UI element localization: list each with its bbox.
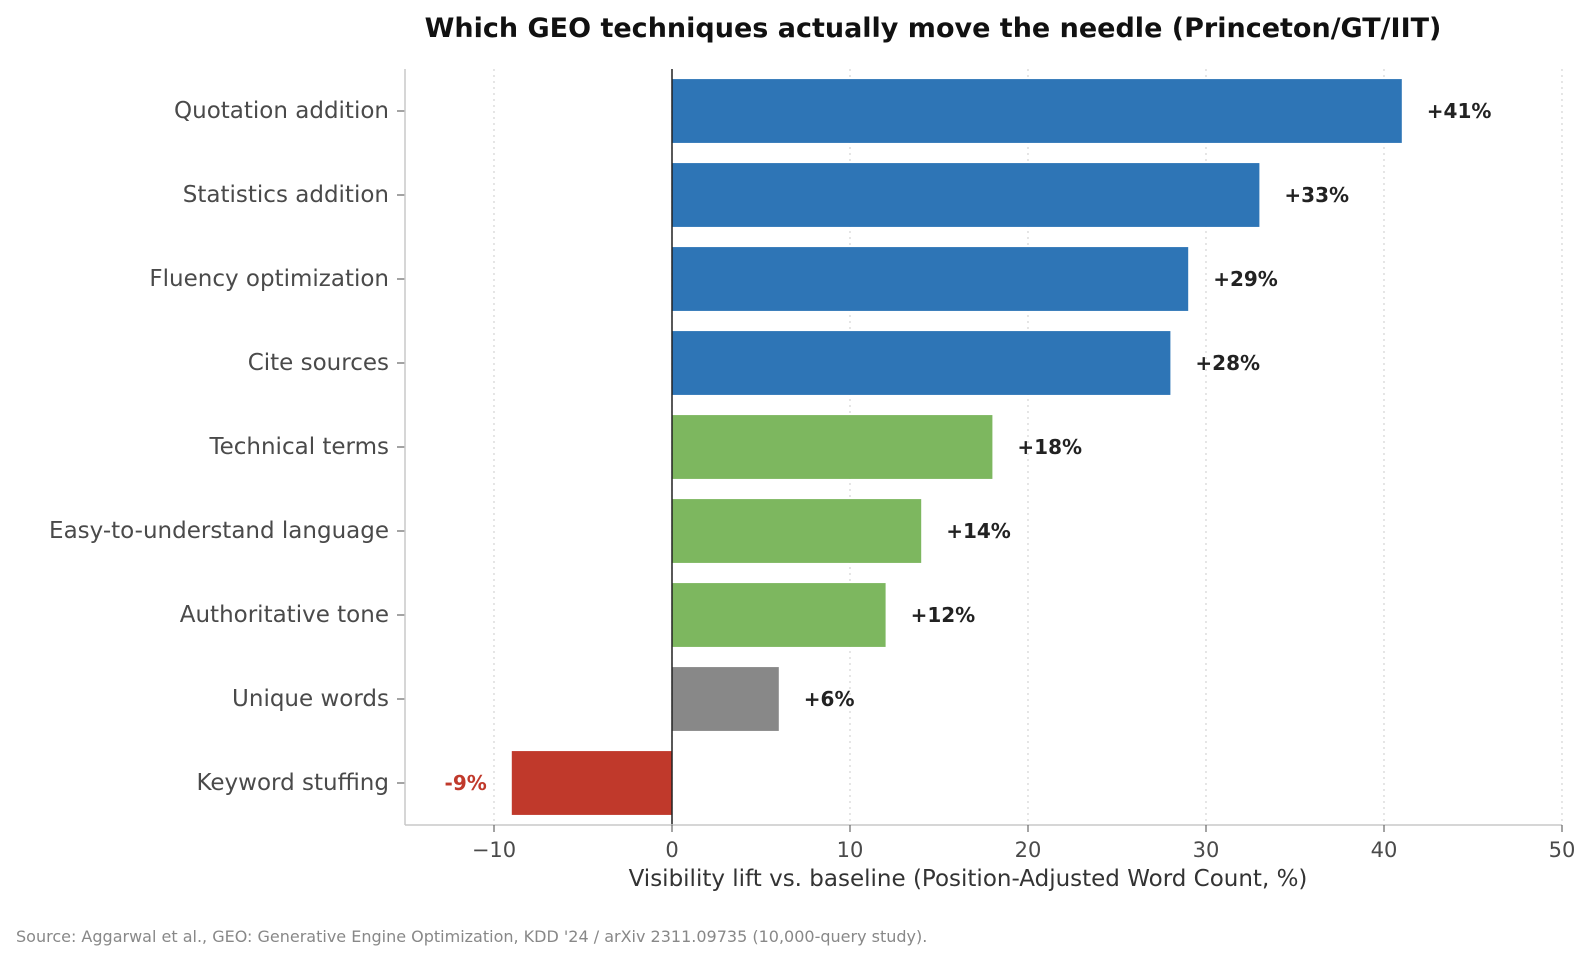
category-label-2: Fluency optimization	[149, 266, 389, 292]
bar-1	[672, 163, 1260, 227]
bars	[511, 79, 1402, 815]
x-tick-label-2: 10	[837, 838, 864, 862]
value-label-6: +12%	[911, 603, 976, 627]
category-label-0: Quotation addition	[174, 98, 389, 124]
x-tick-label-3: 20	[1015, 838, 1042, 862]
x-tick-labels: −10 0 10 20 30 40 50	[472, 838, 1576, 862]
bar-6	[672, 583, 886, 647]
bar-2	[672, 247, 1189, 311]
bar-3	[672, 331, 1171, 395]
value-label-3: +28%	[1195, 351, 1260, 375]
bar-5	[672, 499, 922, 563]
category-label-5: Easy-to-understand language	[49, 518, 389, 544]
bar-7	[672, 667, 779, 731]
category-label-6: Authoritative tone	[180, 602, 389, 628]
category-labels: Quotation addition Statistics addition Flu…	[49, 98, 389, 796]
x-axis-label: Visibility lift vs. baseline (Position-A…	[629, 866, 1308, 892]
category-label-1: Statistics addition	[183, 182, 389, 208]
value-labels: +41% +33% +29% +28% +18% +14% +12% +6% -9%	[445, 99, 1492, 795]
source-note: Source: Aggarwal et al., GEO: Generative…	[16, 927, 927, 946]
value-label-2: +29%	[1213, 267, 1278, 291]
bar-4	[672, 415, 993, 479]
value-label-1: +33%	[1284, 183, 1349, 207]
x-tick-label-6: 50	[1549, 838, 1576, 862]
category-label-8: Keyword stuffing	[196, 770, 389, 796]
value-label-0: +41%	[1427, 99, 1492, 123]
chart-title: Which GEO techniques actually move the n…	[425, 13, 1442, 44]
value-label-5: +14%	[946, 519, 1011, 543]
value-label-8: -9%	[445, 771, 487, 795]
bar-8	[511, 751, 672, 815]
axes	[397, 69, 1563, 832]
bar-0	[672, 79, 1402, 143]
x-tick-label-4: 30	[1193, 838, 1220, 862]
category-label-4: Technical terms	[208, 434, 389, 460]
category-label-7: Unique words	[232, 686, 389, 712]
x-tick-label-5: 40	[1371, 838, 1398, 862]
x-tick-label-1: 0	[665, 838, 678, 862]
x-tick-label-0: −10	[472, 838, 516, 862]
value-label-7: +6%	[804, 687, 855, 711]
value-label-4: +18%	[1017, 435, 1082, 459]
category-label-3: Cite sources	[248, 350, 389, 376]
